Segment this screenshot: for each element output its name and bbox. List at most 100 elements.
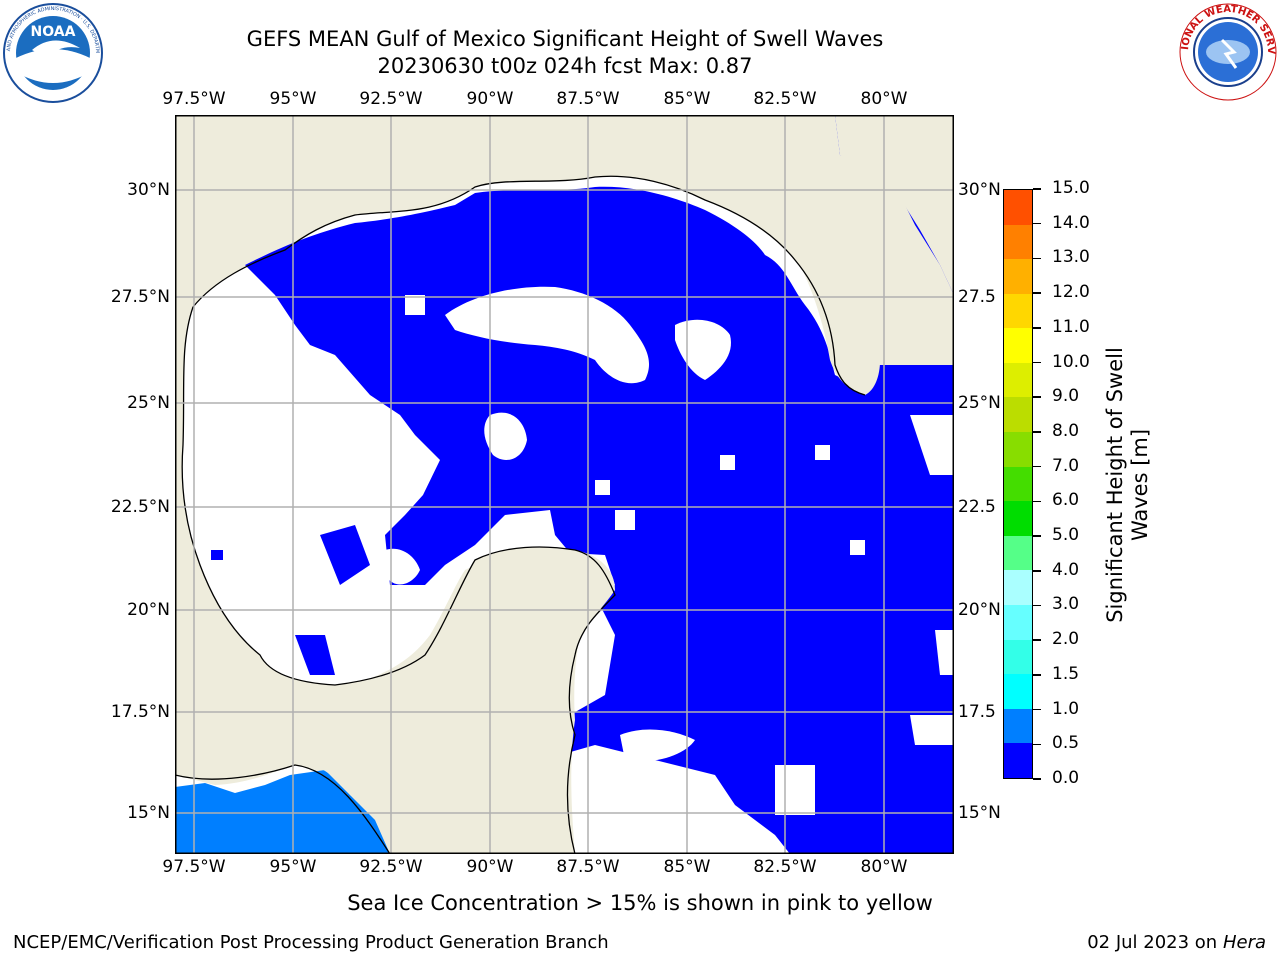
footer-right-credit: 02 Jul 2023 on Hera xyxy=(1087,932,1266,953)
colorbar-segment xyxy=(1004,362,1032,398)
colorbar-tick-label: 0.0 xyxy=(1052,768,1080,788)
colorbar-tick-mark xyxy=(1033,361,1041,364)
colorbar-tick-mark xyxy=(1033,500,1041,503)
colorbar-tick-label: 3.0 xyxy=(1052,594,1080,615)
map-frame xyxy=(175,115,954,854)
lon-label-bottom: 92.5°W xyxy=(359,857,423,877)
colorbar-tick-label: 2.0 xyxy=(1052,629,1080,650)
lat-label-right: 17.5 xyxy=(958,702,996,722)
noaa-logo-text: NOAA xyxy=(31,24,76,40)
colorbar-segment xyxy=(1004,674,1032,709)
colorbar-tick-label: 11.0 xyxy=(1052,316,1090,337)
lon-label-bottom: 97.5°W xyxy=(162,857,226,877)
lat-label-right: 20°N xyxy=(958,600,1001,620)
lon-label-bottom: 82.5°W xyxy=(753,857,817,877)
colorbar-segment xyxy=(1004,432,1032,467)
lon-label-top: 97.5°W xyxy=(162,89,226,109)
lon-label-top: 82.5°W xyxy=(753,89,817,109)
nws-logo: NATIONAL WEATHER SERVICE xyxy=(1178,2,1277,101)
colorbar-label: Significant Height of Swell Waves [m] xyxy=(1103,347,1153,623)
colorbar-segment xyxy=(1004,328,1032,363)
lat-label-left: 20°N xyxy=(127,600,170,620)
lon-label-top: 87.5°W xyxy=(556,89,620,109)
colorbar-tick-label: 8.0 xyxy=(1052,420,1080,441)
colorbar xyxy=(1003,189,1033,779)
colorbar-tick-mark xyxy=(1033,570,1041,572)
colorbar-tick-label: 9.0 xyxy=(1052,386,1080,407)
lat-label-left: 25°N xyxy=(127,393,170,413)
colorbar-segment xyxy=(1004,259,1032,294)
colorbar-tick-label: 12.0 xyxy=(1052,282,1090,303)
chart-subtitle: 20230630 t00z 024h fcst Max: 0.87 xyxy=(377,54,753,78)
lon-label-bottom: 87.5°W xyxy=(556,857,620,877)
colorbar-tick-mark xyxy=(1033,327,1041,329)
colorbar-tick-mark xyxy=(1033,743,1041,746)
lat-label-right: 22.5 xyxy=(958,497,996,517)
lon-label-bottom: 90°W xyxy=(466,857,514,877)
colorbar-tick-label: 6.0 xyxy=(1052,490,1080,511)
map-panel xyxy=(175,115,954,854)
lat-label-left: 15°N xyxy=(127,803,170,823)
colorbar-tick-label: 14.0 xyxy=(1052,212,1090,233)
colorbar-tick-mark xyxy=(1033,604,1041,607)
lat-label-left: 17.5°N xyxy=(110,702,170,722)
colorbar-segment xyxy=(1004,708,1032,744)
swell-gaps xyxy=(385,286,954,815)
lon-label-bottom: 95°W xyxy=(269,857,317,877)
colorbar-tick-mark xyxy=(1033,431,1041,433)
colorbar-tick-mark xyxy=(1033,188,1041,190)
colorbar-tick-label: 13.0 xyxy=(1052,247,1090,268)
colorbar-segment xyxy=(1004,501,1032,536)
colorbar-segment xyxy=(1004,189,1032,225)
colorbar-segment xyxy=(1004,570,1032,606)
colorbar-segment xyxy=(1004,466,1032,502)
credit-machine: Hera xyxy=(1222,932,1266,953)
colorbar-tick-mark xyxy=(1033,535,1041,537)
lon-label-bottom: 85°W xyxy=(663,857,711,877)
florida-land xyxy=(765,115,954,395)
colorbar-segment xyxy=(1004,293,1032,329)
chart-title: GEFS MEAN Gulf of Mexico Significant Hei… xyxy=(246,27,884,51)
lat-label-right: 27.5 xyxy=(958,287,996,307)
colorbar-segment xyxy=(1004,224,1032,260)
colorbar-tick-mark xyxy=(1033,292,1041,294)
colorbar-tick-mark xyxy=(1033,396,1041,398)
colorbar-segment xyxy=(1004,639,1032,675)
sea-ice-note: Sea Ice Concentration > 15% is shown in … xyxy=(347,891,933,915)
colorbar-label-line1: Significant Height of Swell xyxy=(1103,347,1127,623)
colorbar-segment xyxy=(1004,397,1032,433)
lat-label-right: 25°N xyxy=(958,393,1001,413)
lat-label-right: 15°N xyxy=(958,803,1001,823)
colorbar-tick-label: 7.0 xyxy=(1052,455,1080,476)
colorbar-tick-label: 4.0 xyxy=(1052,559,1080,580)
colorbar-tick-mark xyxy=(1033,222,1041,225)
lon-label-top: 95°W xyxy=(269,89,317,109)
colorbar-tick-label: 1.0 xyxy=(1052,698,1080,719)
lat-label-left: 27.5°N xyxy=(110,287,170,307)
colorbar-tick-label: 15.0 xyxy=(1052,178,1090,198)
colorbar-tick-label: 0.5 xyxy=(1052,733,1080,754)
lon-label-top: 90°W xyxy=(466,89,514,109)
colorbar-tick-mark xyxy=(1033,639,1041,641)
lon-label-top: 85°W xyxy=(663,89,711,109)
lon-label-top: 92.5°W xyxy=(359,89,423,109)
colorbar-tick-label: 10.0 xyxy=(1052,351,1090,372)
coastline xyxy=(175,175,866,854)
colorbar-tick-mark xyxy=(1033,257,1041,260)
colorbar-label-line2: Waves [m] xyxy=(1128,428,1152,542)
credit-date: 02 Jul 2023 on xyxy=(1087,932,1223,953)
colorbar-tick-mark xyxy=(1033,465,1041,468)
colorbar-segment xyxy=(1004,743,1032,778)
lat-label-right: 30°N xyxy=(958,180,1001,200)
footer-left-credit: NCEP/EMC/Verification Post Processing Pr… xyxy=(13,932,609,953)
yucatan-land xyxy=(175,549,615,854)
lat-label-left: 22.5°N xyxy=(110,497,170,517)
colorbar-segment xyxy=(1004,605,1032,640)
swell-field-0.5-1.0m xyxy=(175,770,390,854)
colorbar-tick-mark xyxy=(1033,708,1041,711)
lat-label-left: 30°N xyxy=(127,180,170,200)
noaa-logo: NOAA NATIONAL OCEANIC AND ATMOSPHERIC AD… xyxy=(2,2,103,103)
colorbar-tick-label: 5.0 xyxy=(1052,525,1080,546)
colorbar-segment xyxy=(1004,535,1032,571)
colorbar-tick-mark xyxy=(1033,778,1041,780)
